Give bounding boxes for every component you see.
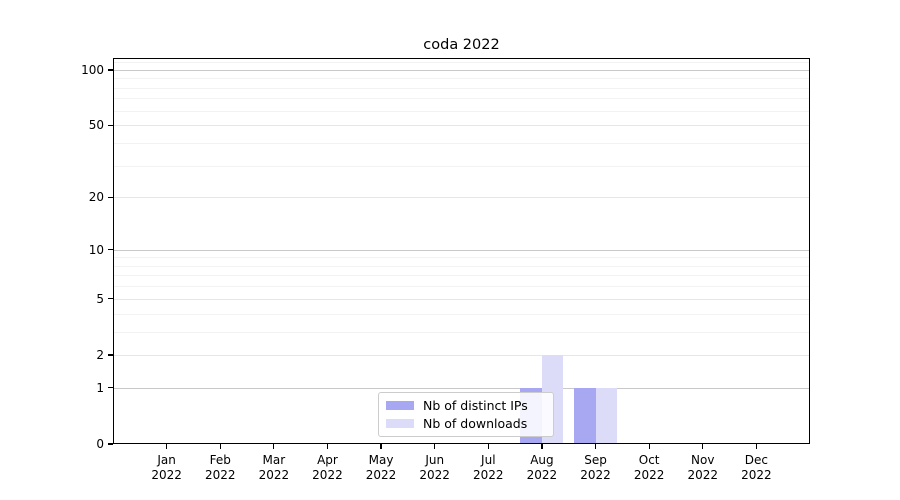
- y-axis-tick-label-100: 100: [81, 62, 104, 77]
- gridline-y-1: [113, 387, 810, 389]
- gridline-y-80: [113, 87, 810, 89]
- legend-label: Nb of downloads: [423, 416, 528, 431]
- legend-item-nb-of-downloads: Nb of downloads: [386, 416, 546, 431]
- y-tick-mark-20: [108, 196, 113, 198]
- x-tick-mark-nov-2022: [702, 444, 704, 449]
- x-axis-tick-label-feb-2022: Feb 2022: [204, 453, 236, 482]
- gridline-y-9: [113, 257, 810, 259]
- y-axis-tick-label-0: 0: [96, 437, 104, 451]
- plot-area: Nb of distinct IPs Nb of downloads: [113, 58, 810, 444]
- gridline-y-8: [113, 265, 810, 267]
- x-tick-mark-may-2022: [380, 444, 382, 449]
- gridline-y-4: [113, 313, 810, 315]
- legend-label: Nb of distinct IPs: [423, 398, 528, 413]
- y-axis-tick-label-10: 10: [88, 242, 104, 257]
- legend-swatch-icon: [386, 419, 414, 428]
- y-tick-mark-10: [108, 248, 113, 251]
- x-axis-tick-label-oct-2022: Oct 2022: [633, 453, 665, 482]
- x-axis-tick-label-may-2022: May 2022: [365, 453, 397, 482]
- x-tick-mark-oct-2022: [648, 444, 650, 449]
- y-tick-mark-5: [108, 298, 113, 300]
- gridline-y-20: [113, 197, 810, 199]
- gridline-y-7: [113, 275, 810, 277]
- gridline-y-110: [113, 62, 810, 64]
- x-axis-tick-label-jul-2022: Jul 2022: [473, 453, 504, 482]
- gridline-y-100: [113, 69, 810, 71]
- gridline-y-3: [113, 331, 810, 333]
- legend: Nb of distinct IPs Nb of downloads: [378, 392, 554, 437]
- y-tick-mark-2: [108, 354, 113, 356]
- y-axis-tick-label-2: 2: [96, 347, 104, 362]
- y-axis-tick-label-1: 1: [96, 380, 104, 395]
- x-tick-mark-feb-2022: [219, 444, 221, 449]
- gridline-y-90: [113, 78, 810, 80]
- legend-item-nb-of-distinct-ips: Nb of distinct IPs: [386, 398, 546, 413]
- gridline-y-2: [113, 354, 810, 356]
- x-axis-tick-label-apr-2022: Apr 2022: [312, 453, 343, 482]
- x-axis-tick-label-jun-2022: Jun 2022: [419, 453, 450, 482]
- bar-nb-of-distinct-ips-sep-2022: [574, 387, 596, 444]
- y-tick-mark-50: [108, 124, 113, 126]
- gridline-y-30: [113, 165, 810, 167]
- x-tick-mark-mar-2022: [273, 444, 275, 449]
- y-axis-tick-label-20: 20: [88, 190, 104, 205]
- x-axis-tick-label-dec-2022: Dec 2022: [741, 453, 772, 482]
- bar-nb-of-downloads-sep-2022: [595, 387, 617, 444]
- y-axis-tick-label-50: 50: [88, 118, 104, 133]
- x-axis-tick-label-sep-2022: Sep 2022: [580, 453, 611, 482]
- gridline-y-10: [113, 249, 810, 251]
- x-tick-mark-jun-2022: [434, 444, 436, 449]
- x-tick-mark-apr-2022: [326, 444, 329, 449]
- y-tick-mark-1: [108, 387, 113, 389]
- gridline-y-40: [113, 142, 810, 144]
- x-axis-tick-label-nov-2022: Nov 2022: [687, 453, 719, 482]
- chart-title: coda 2022: [423, 37, 500, 53]
- x-axis-tick-label-jan-2022: Jan 2022: [151, 453, 182, 482]
- x-tick-mark-aug-2022: [541, 444, 543, 449]
- x-axis-tick-label-mar-2022: Mar 2022: [258, 453, 290, 482]
- gridline-y-50: [113, 125, 810, 127]
- gridline-y-5: [113, 298, 810, 300]
- x-tick-mark-dec-2022: [755, 444, 758, 449]
- x-tick-mark-sep-2022: [594, 444, 597, 449]
- gridline-y-70: [113, 98, 810, 100]
- x-axis-tick-label-aug-2022: Aug 2022: [526, 453, 558, 482]
- y-tick-mark-0: [108, 443, 113, 445]
- plot-border: [113, 58, 810, 444]
- y-tick-mark-100: [108, 69, 113, 71]
- gridline-y-60: [113, 110, 810, 112]
- x-tick-mark-jul-2022: [487, 444, 489, 449]
- legend-swatch-icon: [386, 401, 414, 410]
- gridline-y-6: [113, 286, 810, 288]
- y-axis-tick-label-5: 5: [96, 291, 104, 306]
- x-tick-mark-jan-2022: [165, 444, 168, 449]
